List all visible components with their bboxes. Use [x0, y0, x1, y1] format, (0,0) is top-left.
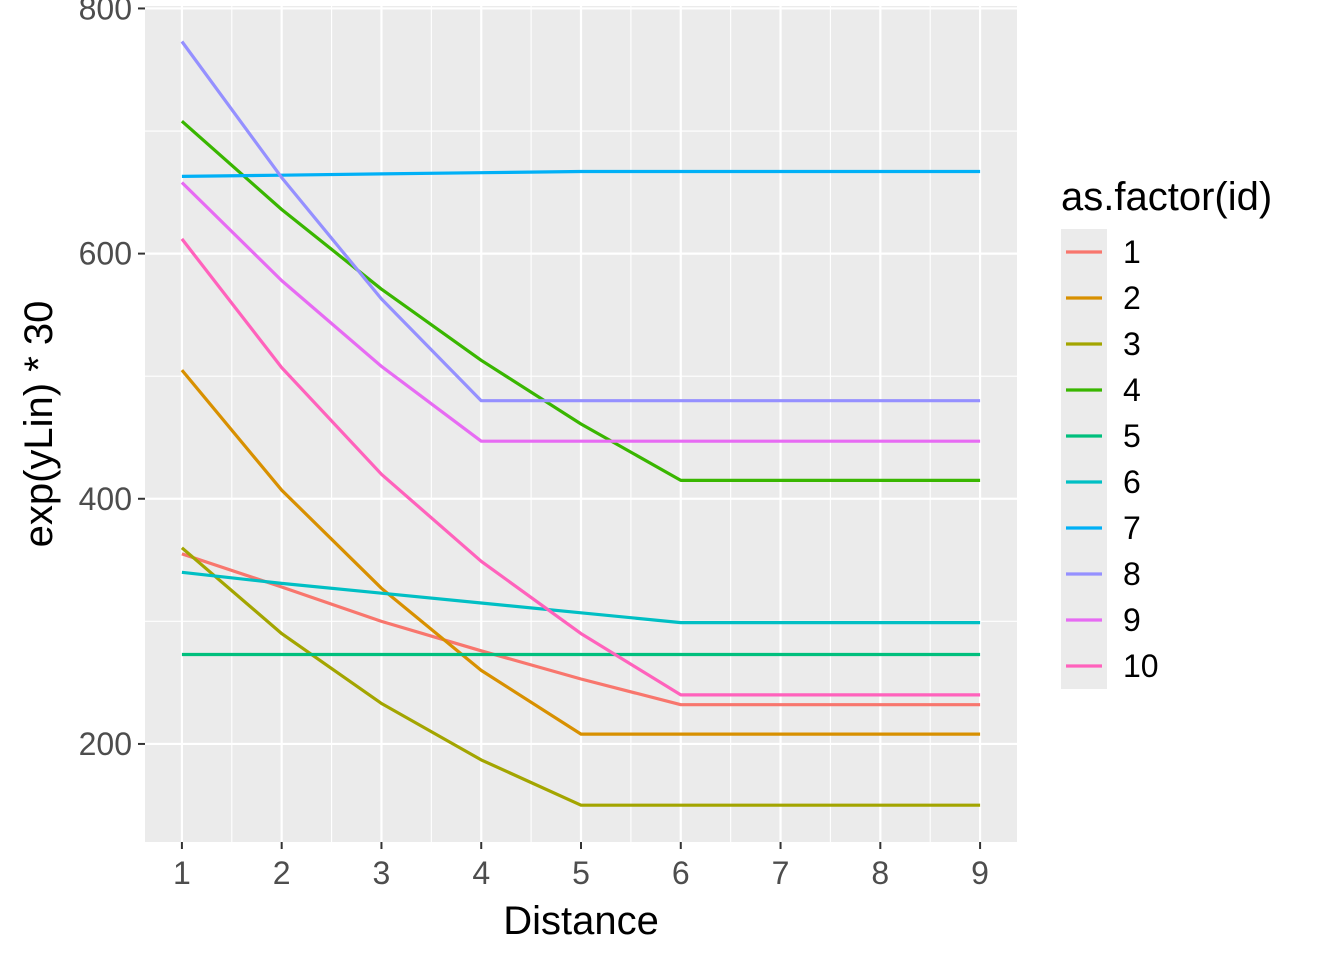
series-line-9	[180, 181, 981, 443]
y-tick-label: 600	[79, 236, 132, 272]
axis-ticks	[138, 7, 982, 849]
x-tick-label: 9	[971, 855, 989, 891]
x-tick-label: 5	[572, 855, 590, 891]
series-lines	[180, 40, 981, 807]
legend-title: as.factor(id)	[1061, 175, 1272, 219]
y-tick-labels: 200 400 600 800	[79, 0, 132, 762]
legend-key-background	[1061, 229, 1107, 689]
legend-label-8: 8	[1123, 556, 1141, 592]
legend-label-1: 1	[1123, 234, 1141, 270]
x-tick-label: 1	[173, 855, 191, 891]
series-line-4	[180, 120, 981, 482]
legend-label-10: 10	[1123, 648, 1159, 684]
legend-label-4: 4	[1123, 372, 1141, 408]
series-line-10	[180, 237, 981, 697]
x-tick-label: 6	[672, 855, 690, 891]
legend-label-5: 5	[1123, 418, 1141, 454]
legend-label-2: 2	[1123, 280, 1141, 316]
series-line-2	[180, 369, 981, 736]
legend-label-7: 7	[1123, 510, 1141, 546]
x-tick-labels: 1 2 3 4 5 6 7 8 9	[173, 855, 989, 891]
series-line-8	[180, 40, 981, 403]
x-tick-label: 2	[273, 855, 291, 891]
x-axis-title: Distance	[503, 899, 659, 943]
x-tick-label: 3	[373, 855, 391, 891]
x-tick-label: 8	[871, 855, 889, 891]
series-line-7	[181, 169, 981, 178]
y-tick-label: 400	[79, 481, 132, 517]
series-line-3	[180, 546, 981, 807]
y-tick-label: 800	[79, 0, 132, 26]
series-line-6	[181, 570, 981, 625]
legend-items: 1 2 3 4 5 6 7 8 9 10	[1061, 229, 1159, 689]
series-line-1	[181, 552, 981, 707]
legend-label-9: 9	[1123, 602, 1141, 638]
y-axis-title: exp(yLin) * 30	[17, 301, 61, 548]
x-tick-label: 4	[472, 855, 490, 891]
legend-label-3: 3	[1123, 326, 1141, 362]
y-tick-label: 200	[79, 726, 132, 762]
legend: as.factor(id) 1 2 3 4 5 6 7 8 9 10	[1061, 175, 1272, 689]
major-gridlines	[145, 6, 1017, 842]
legend-label-6: 6	[1123, 464, 1141, 500]
x-tick-label: 7	[772, 855, 790, 891]
